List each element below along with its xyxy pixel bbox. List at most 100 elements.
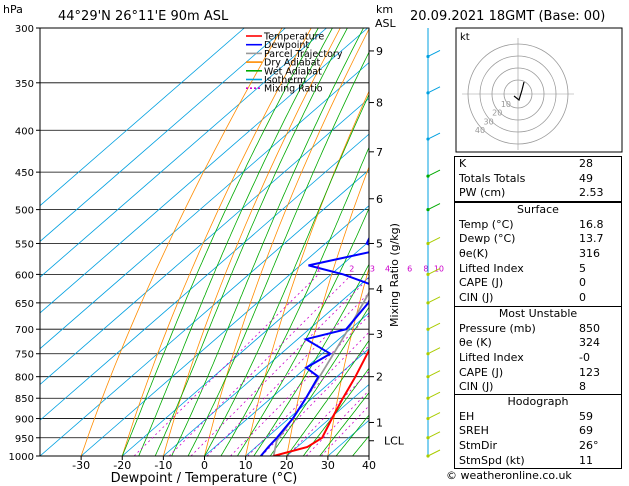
isotherm-line [204,312,369,456]
most-unstable-row: Lifted Index -0 [459,351,590,365]
location-title: 44°29'N 26°11'E 90m ASL [58,9,229,24]
wind-barb [427,237,441,244]
isotherm-line [245,348,369,456]
km-tick-label: 8 [376,97,383,110]
mixing-ratio-label: 1 [316,264,321,273]
surface-row: θe(K) 316 [459,247,600,261]
wind-barb [427,322,441,330]
dry-adiabat-line [286,165,369,456]
temperature-line [273,348,369,456]
legend-entry: Parcel Trajectory [264,49,343,60]
hodograph-ring-label: 40 [475,126,485,135]
chart-plot-lines [40,28,369,456]
wet-adiabat-line [121,28,319,456]
most-unstable-row: Pressure (mb) 850 [459,321,600,335]
wind-barb [427,347,441,355]
pressure-tick-label: 800 [15,373,34,384]
km-tick-label: 4 [376,283,383,296]
pressure-tick-label: 400 [15,126,34,137]
pressure-tick-label: 550 [15,239,34,250]
wind-barb [427,370,441,378]
surface-row: Temp (°C) 16.8 [459,217,604,231]
wet-adiabat-line [237,207,369,456]
pressure-tick-label: 500 [15,206,34,217]
pressure-tick-label: 300 [15,24,34,35]
mixing-ratio-label: 2 [349,264,354,273]
temp-tick-label: 0 [201,459,208,472]
km-tick-label: 3 [376,328,383,341]
pressure-tick-label: 1000 [9,452,34,463]
pressure-tick-label: 950 [15,434,34,445]
asl-label: ASL [375,17,397,30]
mixing-ratio-line [261,345,369,456]
wind-barb [427,169,441,177]
surface-row: CAPE (J) 0 [459,276,586,290]
surface-row: Lifted Index 5 [459,261,586,275]
hodograph-unit-label: kt [460,32,470,43]
hodograph-ring-label: 10 [501,100,511,109]
temp-tick-label: 10 [239,459,253,472]
pressure-tick-label: 600 [15,270,34,281]
isotherm-line [40,169,369,456]
isotherm-line [40,28,286,242]
km-tick-label: 5 [376,237,383,250]
legend-entry: Dry Adiabat [264,58,321,69]
mixing-ratio-label: 3 [370,264,375,273]
temp-tick-label: -20 [113,459,131,472]
mixing-ratio-axis-label: Mixing Ratio (g/kg) [388,223,401,327]
datetime-title: 20.09.2021 18GMT (Base: 00) [410,9,605,24]
dry-adiabat-line [121,28,312,456]
km-tick-label: 7 [376,146,383,159]
wind-barb [427,203,441,211]
most-unstable-row: CIN (J) 8 [459,380,586,394]
indices-table: K 28 Totals Totals 49 PW (cm) 2.53 [454,156,622,203]
wind-barb [427,132,441,140]
hodograph-table-row: EH 59 [459,409,593,423]
km-tick-label: 1 [376,416,383,429]
hodograph-table-row: StmDir 26° [459,439,599,453]
wind-barb [427,431,441,439]
wind-barb [427,50,441,57]
mixing-ratio-line [133,274,319,456]
surface-table: Surface Temp (°C) 16.8 Dewp (°C) 13.7 θe(K… [454,202,622,307]
x-axis-label: Dewpoint / Temperature (°C) [111,471,298,486]
most-unstable-title: Most Unstable [498,307,578,320]
km-tick-label: 9 [376,45,383,58]
mixing-ratio-label: 6 [407,264,412,273]
pressure-tick-label: 450 [15,168,34,179]
hodograph-trace [513,81,525,102]
isotherm-line [40,62,369,350]
hpa-label: hPa [3,3,23,16]
surface-title: Surface [517,203,559,216]
legend-entry: Dewpoint [264,40,309,51]
legend-entry: Mixing Ratio [264,84,323,95]
temp-tick-label: 20 [280,459,294,472]
hodograph-table: Hodograph EH 59 SREH 69 StmDir 26° StmSpd (… [454,394,622,470]
wet-adiabat-line [220,146,369,456]
wet-adiabat-line [253,263,369,456]
wind-barb [427,267,441,275]
wet-adiabat-line [187,51,369,456]
pressure-tick-label: 900 [15,415,34,426]
dry-adiabat-line [204,28,369,456]
most-unstable-row: θe (K) 324 [459,336,600,350]
mixing-ratio-line [247,331,369,456]
isotherm-line [40,28,245,207]
dewpoint-line [260,236,369,456]
legend-entry: Temperature [263,32,324,43]
km-tick-label: 6 [376,193,383,206]
surface-row: CIN (J) 0 [459,291,586,305]
index-row-totals: Totals Totals 49 [459,171,593,185]
wind-barb [427,391,441,399]
wet-adiabat-line [171,28,364,456]
mixing-ratio-line [206,292,369,456]
most-unstable-table: Most Unstable Pressure (mb) 850 θe (K) 324… [454,306,622,397]
mixing-ratio-line [168,274,353,456]
legend-entry: Isotherm [264,75,306,86]
dry-adiabat-line [163,28,341,456]
most-unstable-row: CAPE (J) 123 [459,365,600,379]
legend-entry: Wet Adiabat [264,66,322,77]
index-row-pw: PW (cm) 2.53 [459,186,604,200]
